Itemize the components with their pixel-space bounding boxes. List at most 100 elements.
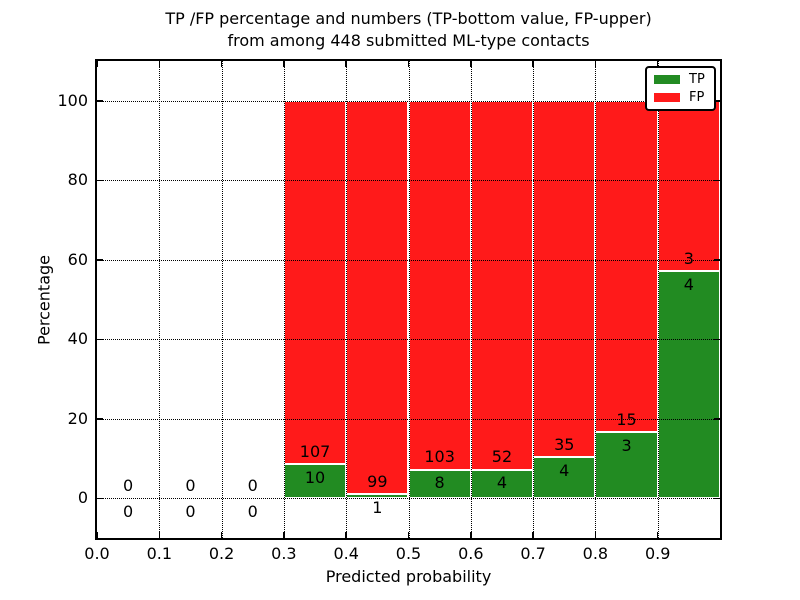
gridline-horizontal [97,100,720,102]
bar-count-label-tp: 4 [559,460,570,480]
x-tick-mark-top [407,61,410,67]
bar-count-label-tp: 4 [683,274,694,294]
x-tick-mark [407,532,410,538]
y-tick-mark [97,179,103,181]
gridline-vertical [159,61,161,538]
chart-title-line1: TP /FP percentage and numbers (TP-bottom… [165,9,652,28]
y-tick-mark [97,418,103,420]
y-tick-label: 20 [67,408,88,428]
gridline-horizontal [97,180,720,182]
bar-count-label-fp: 107 [299,441,331,461]
gridline-vertical [533,61,535,538]
tp-color-swatch [654,75,680,84]
legend-item-fp: FP [654,91,705,104]
x-tick-label: 0.3 [271,544,297,563]
bar-segment-fp [657,100,720,272]
x-tick-label: 0.4 [333,544,359,563]
bar-count-label-tp: 0 [185,501,196,521]
bar-count-label-tp: 10 [304,467,326,487]
bar-count-label-fp: 0 [247,475,258,495]
gridline-vertical [657,61,659,538]
x-tick-label: 0.5 [395,544,422,563]
x-tick-mark [532,532,534,538]
bar-count-label-fp: 99 [367,471,388,491]
y-tick-label: 100 [57,90,88,110]
y-tick-label: 80 [67,170,88,190]
bar-count-label-tp: 8 [434,473,445,493]
x-tick-label: 0.9 [644,544,671,563]
x-tick-mark-top [594,61,597,67]
x-tick-mark [96,532,98,538]
gridline-vertical [283,61,285,538]
bar-count-label-fp: 103 [424,447,455,467]
y-tick-label: 0 [77,488,88,508]
bar-segment-fp [346,100,409,495]
chart-title: TP /FP percentage and numbers (TP-bottom… [97,8,720,52]
x-tick-mark-top [158,61,161,67]
bar-count-label-fp: 3 [683,248,694,268]
y-tick-mark-right [714,418,720,420]
legend-label-tp: TP [689,72,705,87]
gridline-vertical [408,61,410,538]
bar-count-label-tp: 3 [621,435,632,455]
x-tick-label: 0.0 [84,544,110,563]
gridline-horizontal [97,259,720,261]
gridline-vertical [595,61,597,538]
y-tick-mark [97,497,103,499]
y-tick-mark [97,338,103,340]
bar-segment-tp [470,469,534,499]
y-tick-mark-right [714,259,720,261]
bar-segment-fp [595,100,658,432]
bar-segment-tp [283,464,347,499]
y-tick-label: 60 [67,249,88,269]
bar-count-label-tp: 1 [372,497,383,517]
x-tick-mark [594,532,597,538]
legend: TP FP [645,66,716,111]
x-tick-label: 0.7 [520,544,546,563]
legend-item-tp: TP [654,73,705,86]
bar-segment-tp [657,271,720,499]
gridline-horizontal [97,498,720,500]
fp-color-swatch [654,93,680,102]
y-tick-label: 40 [67,329,88,349]
y-tick-mark [97,259,103,261]
x-tick-label: 0.1 [146,544,173,563]
bar-count-label-tp: 4 [496,473,508,493]
x-tick-mark-top [96,61,98,67]
x-tick-label: 0.2 [208,544,235,563]
y-tick-mark-right [714,338,720,340]
gridline-horizontal [97,418,720,420]
bar-segment-fp [283,100,347,465]
bar-segment-fp [408,100,471,470]
x-tick-mark-top [470,61,472,67]
x-tick-label: 0.6 [458,544,484,563]
x-tick-mark-top [345,61,347,67]
y-tick-mark-right [714,497,720,499]
y-tick-mark-right [714,100,720,102]
x-tick-mark [283,532,285,538]
gridline-vertical [221,61,223,538]
gridline-vertical [346,61,348,538]
bar-count-label-fp: 0 [123,475,134,495]
x-tick-mark [158,532,161,538]
gridline-vertical [470,61,472,538]
x-axis-label: Predicted probability [325,567,492,586]
x-tick-mark-top [220,61,223,67]
bar-segment-fp [470,100,534,470]
bar-segment-tp [533,457,596,499]
bar-count-label-fp: 35 [554,434,575,454]
y-tick-mark-right [714,179,720,181]
bar-count-label-tp: 0 [247,501,258,521]
x-tick-mark-top [283,61,285,67]
bar-count-label-fp: 52 [491,447,513,467]
bar-count-label-fp: 0 [185,475,196,495]
x-tick-label: 0.8 [582,544,609,563]
x-tick-mark-top [532,61,534,67]
x-tick-mark-top [656,61,659,67]
bar-segment-fp [533,100,596,458]
gridline-horizontal [97,339,720,341]
x-tick-mark [656,532,659,538]
y-tick-mark [97,100,103,102]
chart-title-line2: from among 448 submitted ML-type contact… [227,31,590,50]
